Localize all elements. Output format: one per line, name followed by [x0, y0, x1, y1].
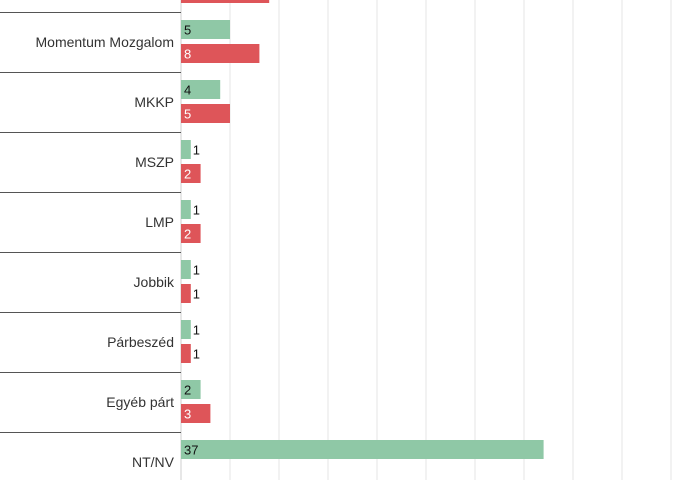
bar-red: [181, 104, 230, 123]
data-label: 5: [184, 107, 191, 122]
category-label: MKKP: [134, 94, 174, 110]
category-label: Jobbik: [134, 274, 175, 290]
data-label: 2: [184, 227, 191, 242]
bar-red: [181, 224, 201, 243]
bars: [181, 0, 544, 459]
category-label: MSZP: [135, 154, 174, 170]
data-label: 1: [193, 203, 200, 218]
category-label: NT/NV: [132, 454, 175, 470]
bar-red: [181, 344, 191, 363]
bar-red: [181, 44, 260, 63]
bar-red: [181, 164, 201, 183]
data-label: 1: [193, 347, 200, 362]
bar-red: [181, 0, 270, 3]
data-label: 1: [193, 323, 200, 338]
bar-red: [181, 404, 211, 423]
category-separators: [0, 12, 181, 433]
bar-green: [181, 140, 191, 159]
data-label: 2: [184, 383, 191, 398]
category-label: LMP: [145, 214, 174, 230]
bar-green: [181, 20, 230, 39]
bar-red: [181, 284, 191, 303]
data-label: 5: [184, 23, 191, 38]
category-label: Momentum Mozgalom: [36, 34, 175, 50]
data-label: 37: [184, 443, 198, 458]
labels: 9Momentum Mozgalom58MKKP45MSZP12LMP12Job…: [36, 0, 201, 470]
data-label: 1: [193, 287, 200, 302]
data-label: 9: [184, 0, 191, 2]
bar-green: [181, 320, 191, 339]
bar-green: [181, 440, 544, 459]
bar-green: [181, 80, 221, 99]
data-label: 8: [184, 47, 191, 62]
category-label: Párbeszéd: [107, 334, 174, 350]
data-label: 4: [184, 83, 191, 98]
gridlines: [180, 0, 672, 480]
bar-green: [181, 200, 191, 219]
data-label: 2: [184, 167, 191, 182]
data-label: 3: [184, 407, 191, 422]
category-label: Egyéb párt: [106, 394, 174, 410]
data-label: 1: [193, 263, 200, 278]
bar-green: [181, 380, 201, 399]
bar-green: [181, 260, 191, 279]
data-label: 1: [193, 143, 200, 158]
